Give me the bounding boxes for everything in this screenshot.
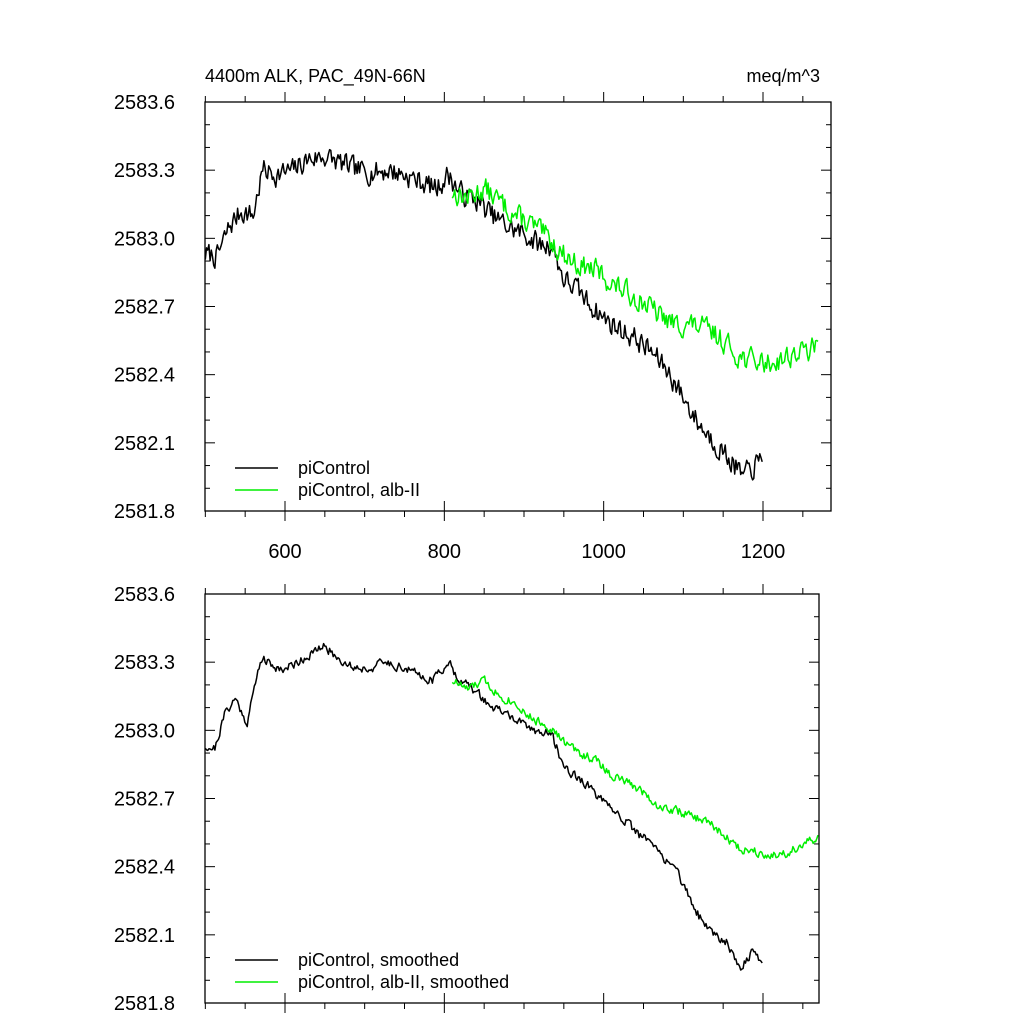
y-tick-label: 2582.7: [114, 789, 175, 811]
y-tick-label: 2583.6: [114, 584, 175, 606]
x-tick-label: 1000: [581, 541, 626, 563]
y-tick-label: 2581.8: [114, 501, 175, 523]
tick-group: 600 800 1000 1200 2581.8 2582.1 2582.4 2582.7 25…: [114, 92, 831, 563]
units-label: meq/m^3: [747, 66, 820, 86]
tick-group: 2581.8 2582.1 2582.4 2582.7 2583.0 2583.3 2583…: [114, 584, 819, 1015]
y-tick-label: 2583.6: [114, 92, 175, 114]
y-tick-label: 2583.3: [114, 160, 175, 182]
y-tick-label: 2583.3: [114, 652, 175, 674]
x-tick-label: 800: [428, 541, 461, 563]
y-tick-label: 2583.0: [114, 228, 175, 250]
series-line-picontrol: [204, 148, 763, 481]
panel-title: 4400m ALK, PAC_49N-66N: [205, 66, 426, 87]
series-line-picontrol-smoothed: [204, 642, 763, 971]
legend-label-alb-ii: piControl, alb-II: [298, 480, 420, 500]
x-tick-label: 600: [268, 541, 301, 563]
legend-label-alb-ii-smoothed: piControl, alb-II, smoothed: [298, 972, 509, 992]
y-tick-label: 2583.0: [114, 720, 175, 742]
legend: piControl, smoothed piControl, alb-II, s…: [235, 950, 509, 992]
panel-top: 4400m ALK, PAC_49N-66N meq/m^3 600 800 100…: [114, 66, 832, 563]
y-tick-label: 2582.1: [114, 925, 175, 947]
panel-bottom: 2581.8 2582.1 2582.4 2582.7 2583.0 2583.3 2583…: [114, 584, 820, 1015]
series-line-alb-ii-smoothed: [451, 675, 819, 860]
legend: piControl piControl, alb-II: [235, 458, 420, 500]
series-group: [204, 148, 819, 481]
y-tick-label: 2582.4: [114, 365, 175, 387]
series-line-alb-ii: [451, 178, 819, 373]
series-group: [204, 642, 819, 971]
legend-label-picontrol: piControl: [298, 458, 370, 478]
y-tick-label: 2581.8: [114, 993, 175, 1015]
plot-frame: [204, 101, 832, 512]
y-tick-label: 2582.1: [114, 433, 175, 455]
y-tick-label: 2582.7: [114, 297, 175, 319]
legend-label-picontrol-smoothed: piControl, smoothed: [298, 950, 459, 970]
y-tick-label: 2582.4: [114, 857, 175, 879]
x-tick-label: 1200: [741, 541, 786, 563]
